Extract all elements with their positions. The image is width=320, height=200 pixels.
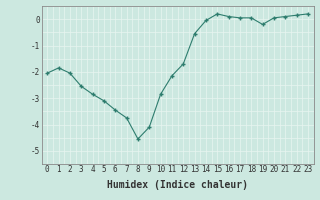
X-axis label: Humidex (Indice chaleur): Humidex (Indice chaleur) bbox=[107, 180, 248, 190]
